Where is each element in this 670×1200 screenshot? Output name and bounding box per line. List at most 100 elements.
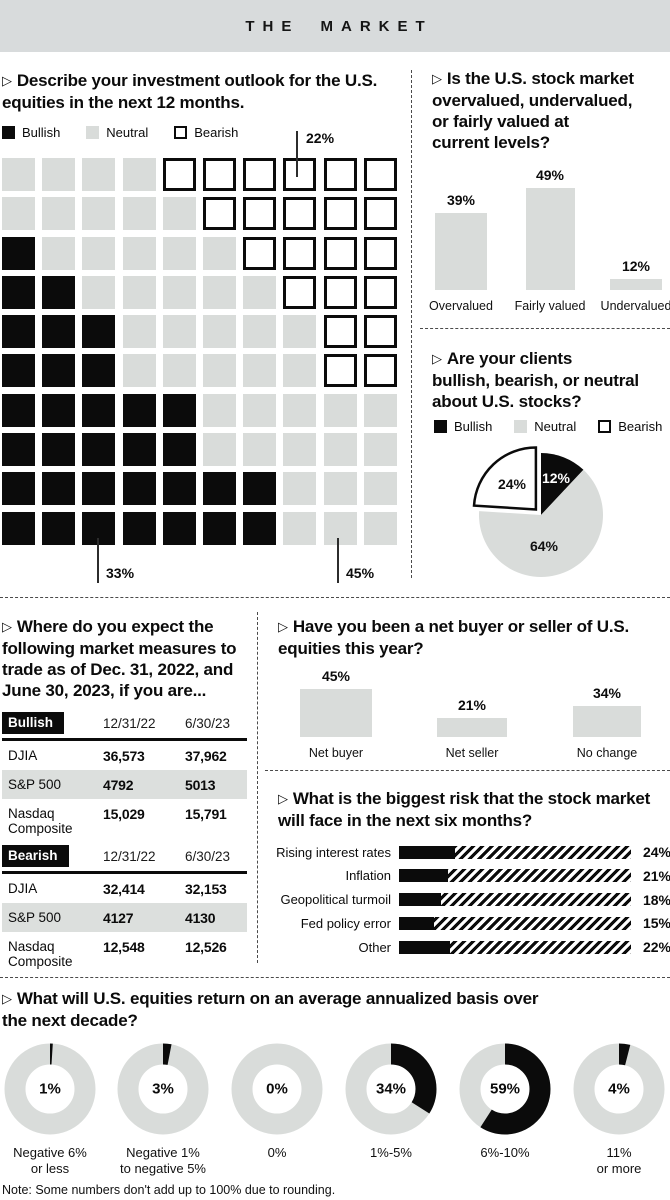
waffle-cell-neutral: [363, 393, 397, 427]
waffle-cell-neutral: [82, 275, 116, 309]
waffle-cell-bearish: [323, 236, 357, 270]
page-header: THE MARKET: [0, 0, 670, 52]
waffle-cell-neutral: [42, 158, 76, 191]
bar-category-label: Net seller: [445, 746, 499, 760]
waffle-cell-bearish: [243, 158, 277, 191]
bar-fairly-valued: [525, 188, 575, 290]
page-title: THE MARKET: [245, 17, 433, 35]
risk-value-label: 21%: [642, 867, 670, 884]
triangle-bullet-icon: ▷: [2, 73, 12, 88]
waffle-cell-bullish: [122, 511, 156, 545]
waffle-cell-bullish: [42, 472, 76, 506]
risk-value-label: 22%: [642, 939, 670, 956]
triangle-bullet-icon: ▷: [278, 619, 288, 634]
waffle-cell-neutral: [202, 315, 236, 349]
waffle-cell-bearish: [363, 197, 397, 231]
waffle-cell-neutral: [162, 354, 196, 388]
bar-value-label: 45%: [321, 668, 351, 684]
waffle-cell-bullish: [162, 433, 196, 467]
donut-category-label: 0%: [267, 1145, 287, 1160]
risk-value-label: 24%: [642, 844, 670, 860]
divider-vertical-middle: [257, 612, 258, 963]
row-value-2: 12,526: [185, 939, 227, 955]
waffle-cell-neutral: [202, 354, 236, 388]
donut-column: 59% 6%-10%: [449, 1042, 561, 1161]
risk-bar-hatched: [399, 893, 631, 907]
waffle-cell-bullish: [122, 472, 156, 506]
legend-swatch-black-icon: [2, 126, 15, 139]
waffle-legend: Bullish Neutral Bearish: [2, 125, 238, 140]
risk-label: Fed policy error: [300, 915, 391, 931]
waffle-cell-bullish: [82, 315, 116, 349]
waffle-cell-neutral: [202, 236, 236, 270]
waffle-cell-neutral: [122, 315, 156, 349]
waffle-cell-neutral: [283, 511, 317, 545]
row-value-2: 4130: [185, 910, 216, 926]
row-value-1: 32,414: [103, 881, 145, 897]
risk-row-fed-policy-error: Fed policy error 15%: [265, 911, 670, 935]
waffle-cell-neutral: [243, 354, 277, 388]
risk-bar-hatched: [399, 869, 631, 883]
waffle-cell-neutral: [363, 472, 397, 506]
triangle-bullet-icon: ▷: [432, 351, 442, 366]
q2-heading-text: Is the U.S. stock market overvalued, und…: [432, 69, 634, 152]
column-header: 6/30/23: [185, 848, 231, 864]
donut-category-label: Negative 1% to negative 5%: [119, 1145, 206, 1176]
waffle-cell-neutral: [2, 197, 35, 231]
bar-no-change: [573, 706, 641, 737]
waffle-cell-bearish: [283, 197, 317, 231]
donut-wrap: 4%: [572, 1042, 666, 1136]
waffle-cell-bullish: [42, 433, 76, 467]
donut-arc: [345, 1043, 437, 1135]
waffle-cell-bullish: [202, 511, 236, 545]
q4-heading: ▷ Where do you expect the following marke…: [2, 616, 258, 701]
row-value-2: 15,791: [185, 806, 227, 822]
donut-column: 34% 1%-5%: [335, 1042, 447, 1161]
row-value-1: 4792: [103, 777, 134, 793]
legend-label: Bullish: [22, 125, 61, 140]
triangle-bullet-icon: ▷: [432, 71, 442, 86]
waffle-cell-neutral: [202, 393, 236, 427]
legend-swatch-gray-icon: [514, 420, 528, 433]
risk-bar-solid: [399, 940, 451, 954]
risk-value-label: 18%: [642, 891, 670, 908]
bar-value-label: 34%: [592, 685, 622, 701]
donut-value-label: 3%: [152, 1081, 174, 1098]
waffle-cell-neutral: [323, 511, 357, 545]
waffle-cell-bullish: [82, 393, 116, 427]
bar-net-buyer: [300, 689, 372, 737]
bullish-share-label: 33%: [106, 565, 135, 581]
risk-bar-hatched: [399, 845, 631, 859]
bar-category-label: Overvalued: [429, 299, 493, 313]
pie-label-neutral: 64%: [530, 538, 559, 554]
waffle-cell-bullish: [2, 511, 35, 545]
row-value-2: 37,962: [185, 748, 227, 764]
risk-label: Other: [358, 939, 391, 955]
row-value-1: 15,029: [103, 806, 145, 822]
column-header: 6/30/23: [185, 715, 231, 731]
bar-value-label: 39%: [446, 192, 476, 208]
donut-ring: [231, 1043, 323, 1135]
bullish-annotation-line: [97, 538, 99, 583]
risk-label: Rising interest rates: [276, 844, 391, 860]
q4-heading-text: Where do you expect the following market…: [2, 617, 237, 700]
bar-net-seller: [437, 718, 507, 737]
table-row: S&P 500 4127 4130: [2, 903, 247, 932]
donut-arc: [117, 1043, 209, 1135]
legend-item-neutral: Neutral: [514, 419, 576, 434]
bearish-targets-table: Bearish 12/31/22 6/30/23 DJIA 32,414 32,153 S&…: [2, 845, 247, 975]
waffle-cell-bearish: [283, 236, 317, 270]
waffle-cell-bullish: [162, 511, 196, 545]
waffle-cell-bullish: [2, 472, 35, 506]
waffle-cell-bullish: [82, 511, 116, 545]
waffle-cell-bearish: [323, 158, 357, 191]
waffle-cell-neutral: [323, 433, 357, 467]
row-value-1: 4127: [103, 910, 134, 926]
waffle-cell-bullish: [82, 354, 116, 388]
divider-right-column: [420, 328, 670, 329]
donut-column: 1% Negative 6% or less: [0, 1042, 106, 1177]
waffle-cell-neutral: [82, 236, 116, 270]
pie-slice-bullish: [541, 453, 584, 515]
row-value-1: 36,573: [103, 748, 145, 764]
waffle-cell-neutral: [243, 433, 277, 467]
